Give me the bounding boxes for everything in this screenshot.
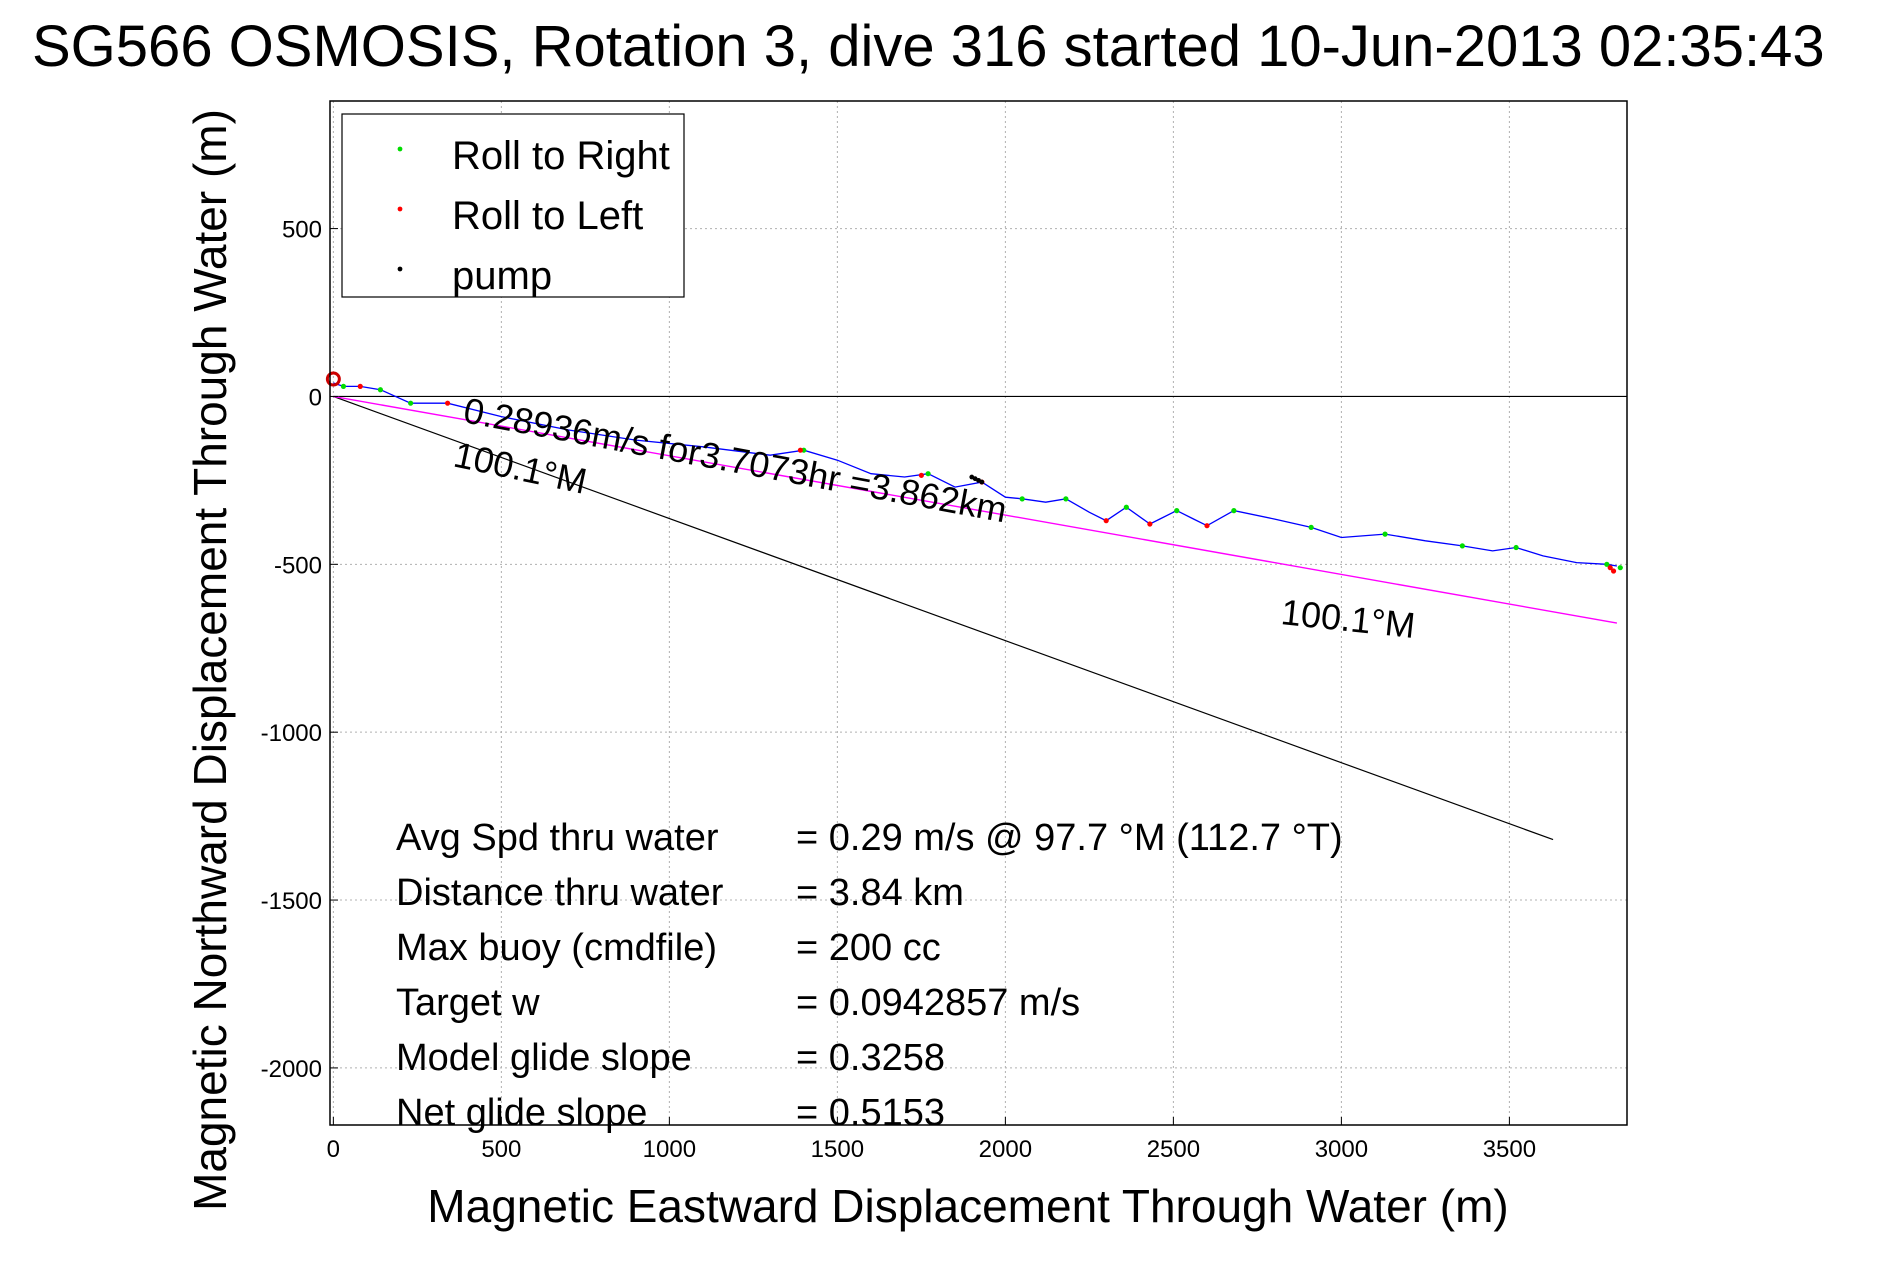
stat-label-4: Model glide slope (396, 1037, 692, 1079)
x-tick-label-4: 2000 (979, 1136, 1032, 1163)
legend-label-1: Roll to Left (452, 194, 643, 238)
x-tick-label-2: 1000 (643, 1136, 696, 1163)
x-tick-label-3: 1500 (811, 1136, 864, 1163)
stat-label-3: Target w (396, 982, 540, 1024)
y-ticks: 500 0 -500 -1000 -1500 -2000 (261, 217, 338, 1083)
stat-label-0: Avg Spd thru water (396, 817, 719, 859)
chart-title: SG566 OSMOSIS, Rotation 3, dive 316 star… (32, 14, 1825, 79)
plot-frame (329, 100, 1628, 1126)
stats-block: Avg Spd thru water = 0.29 m/s @ 97.7 °M (… (396, 817, 1343, 1134)
y-axis-label: Magnetic Northward Displacement Through … (184, 109, 236, 1211)
roll-right-point-12 (1459, 543, 1465, 549)
roll-right-point-11 (1382, 531, 1388, 537)
roll-left-point-1 (445, 400, 451, 406)
roll-right-point-10 (1308, 524, 1314, 530)
roll-left-point-3 (918, 472, 924, 478)
mean-heading-line (333, 395, 1618, 624)
y-tick-label-1: 0 (309, 384, 322, 411)
roll-right-point-6 (1063, 496, 1069, 502)
y-tick-label-4: -1500 (261, 888, 322, 915)
x-tick-label-1: 500 (481, 1136, 521, 1163)
roll-right-point-2 (408, 400, 414, 406)
heading-line (333, 395, 1554, 841)
x-tick-label-5: 2500 (1147, 1136, 1200, 1163)
roll-right-point-15 (1617, 565, 1623, 571)
roll-right-point-4 (925, 471, 931, 477)
stat-value-0: = 0.29 m/s @ 97.7 °M (112.7 °T) (796, 817, 1343, 859)
roll-left-point-0 (357, 383, 363, 389)
roll-right-point-9 (1231, 508, 1237, 514)
stat-label-5: Net glide slope (396, 1092, 647, 1134)
stat-value-1: = 3.84 km (796, 872, 964, 914)
roll-right-point-0 (340, 383, 347, 389)
x-ticks: 0 500 1000 1500 2000 2500 3000 3500 (327, 1117, 1536, 1163)
legend-label-2: pump (452, 254, 552, 298)
y-tick-label-3: -1000 (261, 720, 322, 747)
legend-box (341, 113, 685, 298)
legend-label-0: Roll to Right (452, 134, 670, 178)
legend-marker-2 (397, 266, 403, 272)
stat-label-2: Max buoy (cmdfile) (396, 927, 717, 969)
pump-point-3 (979, 479, 985, 485)
roll-left-point-5 (1103, 518, 1109, 524)
x-tick-label-0: 0 (327, 1136, 340, 1163)
roll-right-point-8 (1174, 508, 1180, 514)
stat-value-4: = 0.3258 (796, 1037, 945, 1079)
roll-right-point-5 (1019, 496, 1025, 502)
roll-left-point-6 (1147, 521, 1153, 527)
x-axis-label: Magnetic Eastward Displacement Through W… (427, 1180, 1508, 1232)
roll-right-point-1 (377, 387, 384, 393)
y-tick-label-0: 500 (282, 217, 322, 244)
stat-value-2: = 200 cc (796, 927, 941, 969)
roll-left-point-9 (1610, 568, 1617, 574)
start-marker (325, 371, 341, 387)
legend: Roll to Right Roll to Left pump (341, 113, 685, 298)
roll-right-point-7 (1123, 504, 1129, 510)
roll-left-point-7 (1204, 523, 1210, 529)
x-tick-label-6: 3000 (1315, 1136, 1368, 1163)
data-marks (325, 371, 1623, 574)
y-tick-label-5: -2000 (261, 1056, 322, 1083)
x-tick-label-7: 3500 (1483, 1136, 1536, 1163)
heading-annotation-2: 100.1°M (1279, 591, 1417, 646)
legend-marker-0 (397, 146, 403, 152)
stat-label-1: Distance thru water (396, 872, 724, 914)
stat-value-5: = 0.5153 (796, 1092, 945, 1134)
roll-left-point-8 (1607, 565, 1613, 571)
roll-right-point-13 (1513, 544, 1519, 551)
roll-left-point-2 (797, 447, 804, 453)
y-tick-label-2: -500 (274, 552, 322, 579)
stat-value-3: = 0.0942857 m/s (796, 982, 1080, 1024)
roll-right-point-14 (1604, 561, 1610, 567)
legend-marker-1 (397, 206, 403, 212)
